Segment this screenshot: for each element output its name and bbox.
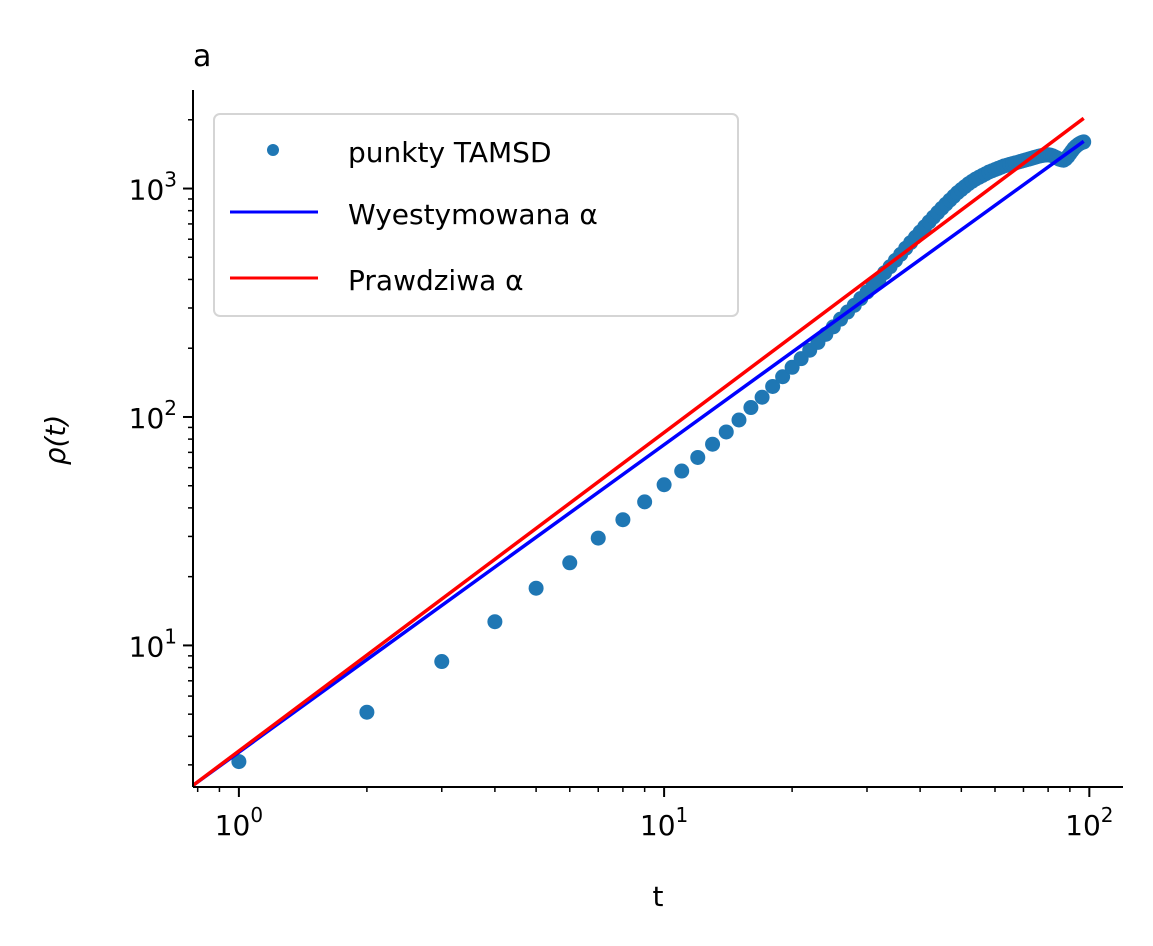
tamsd-point <box>765 378 781 394</box>
true-alpha-line <box>191 116 1085 787</box>
tamsd-point <box>562 555 578 571</box>
tamsd-point <box>743 400 759 416</box>
y-tick-label: 101 <box>129 624 177 663</box>
tamsd-point <box>705 436 721 452</box>
tamsd-point <box>528 580 544 596</box>
y-tick-label: 103 <box>129 168 177 207</box>
tamsd-point <box>434 654 450 670</box>
legend-label-true: Prawdziwa α <box>348 264 524 297</box>
tamsd-point <box>775 369 791 385</box>
tamsd-point <box>718 424 734 440</box>
y-axis-label: ρ(t) <box>39 415 72 466</box>
tamsd-point <box>674 463 690 479</box>
tamsd-point <box>690 449 706 465</box>
tamsd-point <box>487 614 503 630</box>
legend-frame <box>213 113 739 317</box>
tamsd-point <box>231 754 247 770</box>
legend-marker-tamsd <box>267 144 279 156</box>
tamsd-point <box>359 704 375 720</box>
chart-title: a <box>193 39 211 74</box>
tamsd-point <box>590 530 606 546</box>
data-series <box>191 116 1092 787</box>
tamsd-point <box>656 477 672 493</box>
tamsd-point <box>731 412 747 428</box>
x-tick-label: 102 <box>1065 803 1113 842</box>
axis-ticks: 100 101 102 101 102 103 <box>129 119 1114 842</box>
legend: punkty TAMSD Wyestymowana α Prawdziwa α <box>213 113 739 317</box>
x-tick-label: 100 <box>215 803 263 842</box>
tamsd-point <box>754 389 770 405</box>
legend-label-estimated: Wyestymowana α <box>348 198 598 231</box>
y-tick-label: 102 <box>129 396 177 435</box>
tamsd-point <box>637 494 653 510</box>
legend-label-tamsd: punkty TAMSD <box>348 136 552 169</box>
x-tick-label: 101 <box>640 803 688 842</box>
x-axis-label: t <box>653 880 664 913</box>
tamsd-point <box>615 512 631 528</box>
estimated-alpha-line <box>191 139 1085 787</box>
